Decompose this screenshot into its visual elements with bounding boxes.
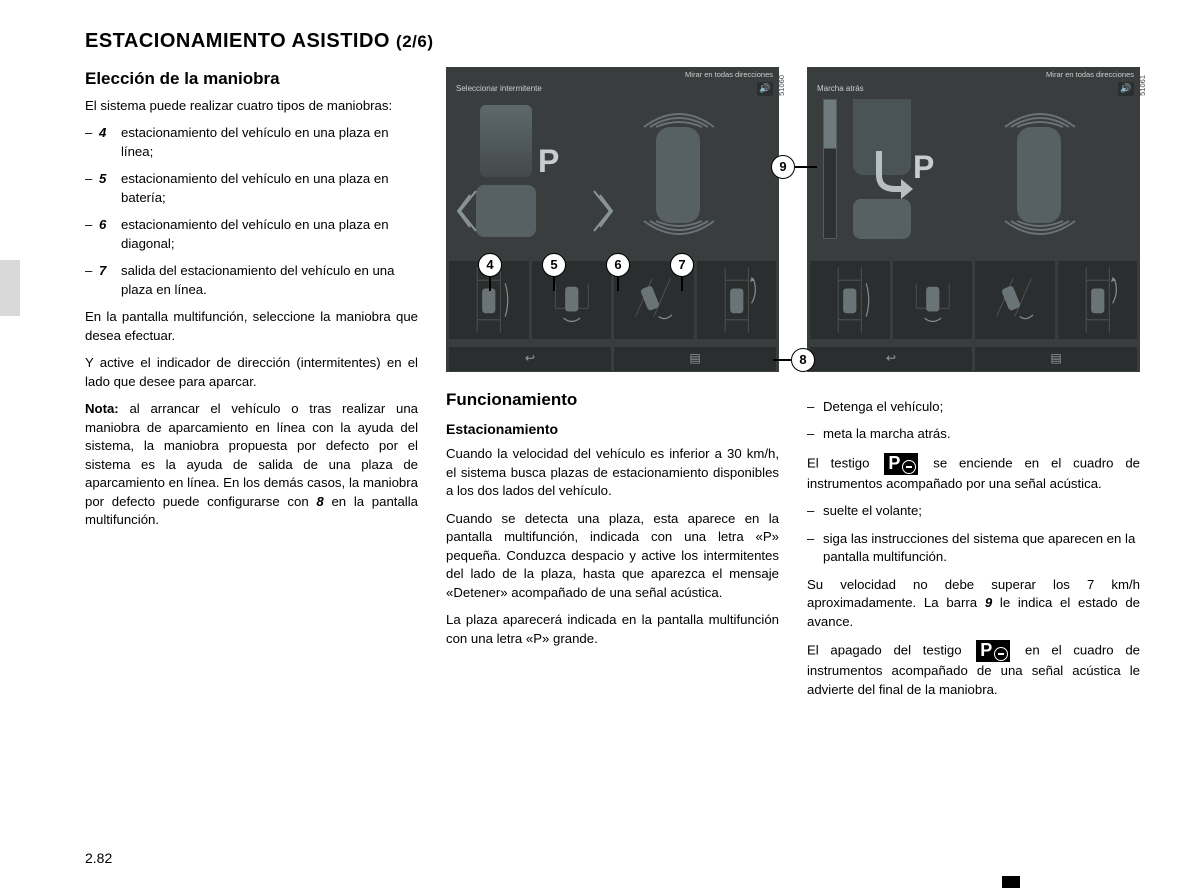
display2-subcaption: Marcha atrás [817,83,864,94]
col1-p2: Y active el indicador de dirección (inte… [85,354,418,391]
column-1: Elección de la maniobra El sistema puede… [85,67,418,708]
callout-6: 6 [606,253,630,291]
back-button-2[interactable]: ↩ [810,347,972,371]
col1-intro: El sistema puede realizar cuatro tipos d… [85,97,418,115]
menu-icon-2: ▤ [1050,350,1061,367]
display1-left-pane: P [452,99,610,247]
parking-option-exit-2[interactable] [1058,261,1138,339]
col3-p3: El apagado del testigo P en el cuadro de… [807,640,1140,699]
opt-exit-icon [700,267,774,333]
callout-7: 7 [670,253,694,291]
menu-icon: ▤ [689,350,700,367]
parking-slot-shape [480,105,532,177]
back-button[interactable]: ↩ [449,347,611,371]
big-p-letter: P [538,139,558,184]
display1-bottom-row: ↩ ▤ [449,347,776,371]
big-p-letter-2: P [913,145,933,190]
parking-option-parallel-2[interactable] [810,261,890,339]
col2-subheading: Estacionamiento [446,420,779,440]
menu-button[interactable]: ▤ [614,347,776,371]
rear-sensor-arcs-icon [634,217,724,251]
col3-p1: El testigo P se enciende en el cuadro de… [807,453,1140,493]
display2-options-row [807,247,1140,339]
back-icon-2: ↩ [886,350,896,367]
col1-heading: Elección de la maniobra [85,67,418,91]
col3-p2: Su velocidad no debe superar los 7 km/h … [807,576,1140,631]
multifunction-display-2: Mirar en todas direcciones Marcha atrás … [807,67,1140,372]
speaker-icon: 🔊 [757,82,773,96]
title-part: (2/6) [396,32,433,51]
col2-p1: Cuando la velocidad del vehículo es infe… [446,445,779,500]
ego-car-shape [476,185,536,237]
display2-row2: Marcha atrás 🔊 [807,82,1140,99]
callout-8: 8 [773,348,815,372]
speaker-icon-2: 🔊 [1118,82,1134,96]
display1-topcaption: Mirar en todas direcciones [446,67,779,82]
display1-subcaption: Seleccionar intermitente [456,83,542,94]
left-indicator-icon [456,181,478,241]
parking-option-exit[interactable] [697,261,777,339]
front-sensor-arcs-icon-2 [995,97,1085,131]
callout-9: 9 [771,155,817,179]
col3-li-2: –meta la marcha atrás. [807,425,1140,443]
multifunction-display-1: Mirar en todas direcciones Seleccionar i… [446,67,779,372]
col2-heading: Funcionamiento [446,388,779,412]
column-3: 51061 Mirar en todas direcciones Marcha … [807,67,1140,708]
print-registration-mark [1002,876,1020,888]
parking-option-diagonal-2[interactable] [975,261,1055,339]
display1-row2: Seleccionar intermitente 🔊 [446,82,779,99]
col1-item-5: – 5 estacionamiento del vehículo en una … [85,170,418,207]
reverse-arrow-icon [857,145,913,201]
column-2: 51060 Mirar en todas direcciones Selecci… [446,67,779,708]
front-sensor-arcs-icon [634,97,724,131]
display-1-wrap: 51060 Mirar en todas direcciones Selecci… [446,67,779,372]
display1-upper: P [446,99,779,247]
display2-upper: P [807,99,1140,247]
title-main: ESTACIONAMIENTO ASISTIDO [85,30,396,52]
menu-button-2[interactable]: ▤ [975,347,1137,371]
ego-car-shape-2 [853,199,911,239]
callout-5: 5 [542,253,566,291]
col2-p2: Cuando se detecta una plaza, esta aparec… [446,510,779,602]
progress-bar-9 [823,99,837,239]
vehicle-outline [656,127,700,223]
col3-li-1: –Detenga el vehículo; [807,398,1140,416]
vehicle-outline-2 [1017,127,1061,223]
col1-item-7: – 7 salida del estacionamiento del vehíc… [85,262,418,299]
display2-bottom-row: ↩ ▤ [810,347,1137,371]
col1-p1: En la pantalla multifunción, seleccione … [85,308,418,345]
parking-option-perpendicular-2[interactable] [893,261,973,339]
park-assist-on-icon: P [884,453,918,475]
back-icon: ↩ [525,350,535,367]
rear-sensor-arcs-icon-2 [995,217,1085,251]
columns-layout: Elección de la maniobra El sistema puede… [85,67,1140,708]
col1-item-4: – 4 estacionamiento del vehículo en una … [85,124,418,161]
display2-topcaption: Mirar en todas direcciones [807,67,1140,82]
manual-page: ESTACIONAMIENTO ASISTIDO (2/6) Elección … [0,0,1200,728]
thumb-tab [0,260,20,316]
display2-right-pane [977,99,1135,247]
col3-li-4: –siga las instrucciones del sistema que … [807,530,1140,567]
col2-p3: La plaza aparecerá indicada en la pantal… [446,611,779,648]
callout-4: 4 [478,253,502,291]
page-number: 2.82 [85,850,112,866]
col1-note: Nota: al arrancar el vehículo o tras rea… [85,400,418,529]
page-title: ESTACIONAMIENTO ASISTIDO (2/6) [85,30,1140,53]
park-assist-off-icon: P [976,640,1010,662]
display2-left-pane: P [813,99,971,247]
display-2-wrap: 51061 Mirar en todas direcciones Marcha … [807,67,1140,372]
display1-right-pane [616,99,774,247]
col3-li-3: –suelte el volante; [807,502,1140,520]
col1-item-6: – 6 estacionamiento del vehículo en una … [85,216,418,253]
right-indicator-icon [592,181,614,241]
